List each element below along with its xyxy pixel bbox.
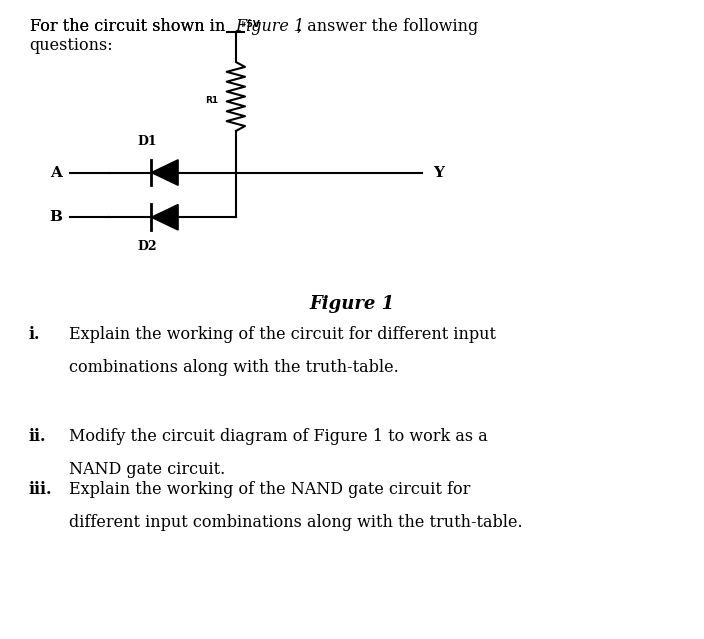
Text: B: B [49,210,62,224]
Text: D1: D1 [137,135,157,148]
Polygon shape [151,160,178,185]
Text: i.: i. [28,326,39,343]
Text: NAND gate circuit.: NAND gate circuit. [69,461,225,479]
Text: ii.: ii. [28,428,46,445]
Text: questions:: questions: [30,37,113,54]
Text: For the circuit shown in: For the circuit shown in [30,18,230,35]
Text: iii.: iii. [28,481,51,498]
Text: Modify the circuit diagram of Figure 1 to work as a: Modify the circuit diagram of Figure 1 t… [69,428,488,445]
Text: Figure 1: Figure 1 [310,295,394,313]
Text: D2: D2 [137,240,157,252]
Text: Figure 1: Figure 1 [235,18,304,35]
Text: For the circuit shown in Figure 1: For the circuit shown in Figure 1 [30,18,298,35]
Text: Explain the working of the NAND gate circuit for: Explain the working of the NAND gate cir… [69,481,470,498]
Text: A: A [50,166,62,180]
Text: , answer the following: , answer the following [297,18,478,35]
Text: Explain the working of the circuit for different input: Explain the working of the circuit for d… [69,326,496,343]
Text: Y: Y [433,166,444,180]
Text: +5V: +5V [239,20,260,29]
Text: R1: R1 [205,96,218,105]
Text: different input combinations along with the truth-table.: different input combinations along with … [69,514,522,531]
Text: combinations along with the truth-table.: combinations along with the truth-table. [69,359,398,376]
Text: For the circuit shown in: For the circuit shown in [30,18,230,35]
Polygon shape [151,204,178,230]
